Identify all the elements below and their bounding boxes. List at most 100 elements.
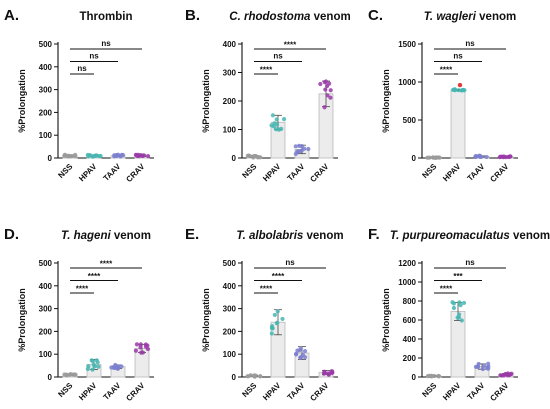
data-point bbox=[85, 366, 90, 372]
data-point bbox=[143, 344, 149, 349]
data-point bbox=[269, 323, 275, 329]
y-tick-label: 400 bbox=[403, 335, 417, 344]
data-point bbox=[97, 154, 102, 159]
title-suffix: venom bbox=[310, 11, 350, 23]
significance-label: **** bbox=[100, 260, 113, 269]
y-tick-label: 200 bbox=[39, 327, 53, 336]
x-tick-label: NSS bbox=[420, 381, 438, 399]
data-point bbox=[298, 355, 303, 360]
chart-panel: E. T. albolabris venom %Prolongation 0 100 20… bbox=[185, 226, 344, 403]
x-tick-label: TAAV bbox=[465, 162, 486, 183]
data-point bbox=[274, 321, 279, 326]
significance-label: **** bbox=[284, 41, 297, 50]
data-point bbox=[293, 352, 299, 357]
data-point bbox=[480, 366, 485, 372]
data-point bbox=[322, 105, 327, 110]
x-tick-label: CRAV bbox=[124, 381, 146, 403]
data-point bbox=[274, 117, 279, 122]
y-tick-label: 100 bbox=[223, 126, 237, 135]
data-point bbox=[328, 95, 333, 100]
data-point bbox=[245, 153, 250, 158]
data-point bbox=[134, 342, 140, 347]
y-tick-label: 300 bbox=[39, 305, 53, 314]
data-point bbox=[501, 154, 506, 159]
y-tick-label: 1200 bbox=[398, 259, 416, 268]
y-tick-label: 1000 bbox=[398, 78, 416, 87]
significance-label: **** bbox=[440, 66, 453, 75]
data-point bbox=[298, 346, 303, 351]
y-tick-label: 600 bbox=[403, 316, 417, 325]
data-point bbox=[271, 124, 276, 129]
y-tick-label: 1000 bbox=[398, 278, 416, 287]
y-tick-label: 100 bbox=[223, 350, 237, 359]
data-point bbox=[274, 122, 280, 127]
data-point bbox=[474, 154, 479, 159]
panel-letter: A. bbox=[4, 7, 19, 24]
significance-label: ns bbox=[77, 64, 87, 73]
data-point bbox=[116, 364, 121, 369]
panel-title: T. albolabris venom bbox=[236, 230, 343, 242]
data-point bbox=[433, 155, 438, 160]
outlier-point bbox=[457, 82, 463, 88]
significance-label: ns bbox=[273, 52, 283, 61]
chart-panel: F. T. purpureomaculatus venom %Prolongatio… bbox=[368, 226, 550, 403]
data-point bbox=[96, 364, 101, 369]
data-point bbox=[93, 153, 98, 158]
y-tick-label: 400 bbox=[39, 282, 53, 291]
title-suffix: venom bbox=[476, 11, 516, 23]
x-tick-label: HPAV bbox=[441, 162, 463, 184]
data-point bbox=[302, 348, 308, 354]
data-point bbox=[325, 83, 330, 89]
x-tick-label: CRAV bbox=[488, 381, 510, 403]
x-tick-label: TAAV bbox=[285, 381, 306, 402]
data-point bbox=[457, 300, 462, 305]
x-tick-label: TAAV bbox=[285, 162, 306, 183]
y-tick-label: 200 bbox=[223, 327, 237, 336]
data-point bbox=[140, 350, 146, 355]
data-point bbox=[451, 305, 457, 311]
data-point bbox=[306, 146, 311, 152]
data-point bbox=[477, 153, 482, 158]
species-name: T. purpureomaculatus bbox=[390, 230, 510, 242]
data-point bbox=[300, 352, 305, 357]
x-tick-label: TAAV bbox=[101, 381, 122, 402]
significance-label: **** bbox=[440, 285, 453, 294]
title-suffix: venom bbox=[303, 230, 343, 242]
data-point bbox=[450, 300, 455, 305]
significance-label: ns bbox=[89, 52, 99, 61]
y-tick-label: 500 bbox=[223, 259, 237, 268]
data-point bbox=[295, 149, 300, 154]
data-point bbox=[481, 363, 487, 368]
significance-label: **** bbox=[260, 66, 273, 75]
y-axis-label: %Prolongation bbox=[17, 288, 27, 352]
panel-title: T. hageni venom bbox=[61, 230, 151, 242]
chart-panel: D. T. hageni venom %Prolongation 0 100 200 300… bbox=[4, 226, 154, 403]
y-tick-label: 300 bbox=[223, 305, 237, 314]
panel-letter: B. bbox=[185, 7, 200, 24]
significance-label: ns bbox=[465, 39, 475, 48]
species-name: T. albolabris bbox=[236, 230, 303, 242]
data-point bbox=[425, 374, 431, 379]
y-tick-label: 500 bbox=[39, 259, 53, 268]
data-point bbox=[473, 364, 479, 369]
data-point bbox=[485, 365, 490, 371]
x-tick-label: HPAV bbox=[261, 381, 283, 403]
y-tick-label: 400 bbox=[39, 63, 53, 72]
significance-label: **** bbox=[88, 272, 101, 281]
data-point bbox=[253, 373, 258, 378]
y-tick-label: 0 bbox=[48, 154, 53, 163]
x-tick-label: CRAV bbox=[308, 381, 330, 403]
panel-letter: E. bbox=[185, 226, 199, 243]
x-tick-label: HPAV bbox=[77, 381, 99, 403]
y-tick-label: 0 bbox=[412, 154, 417, 163]
data-point bbox=[323, 87, 328, 92]
significance-label: *** bbox=[453, 272, 463, 281]
x-tick-label: NSS bbox=[240, 162, 258, 180]
species-name: C. rhodostoma bbox=[229, 11, 311, 23]
significance-label: ns bbox=[285, 258, 295, 267]
data-point bbox=[281, 117, 287, 122]
x-tick-label: NSS bbox=[240, 381, 258, 399]
panel-title: T. wagleri venom bbox=[424, 11, 516, 23]
y-tick-label: 0 bbox=[232, 373, 237, 382]
